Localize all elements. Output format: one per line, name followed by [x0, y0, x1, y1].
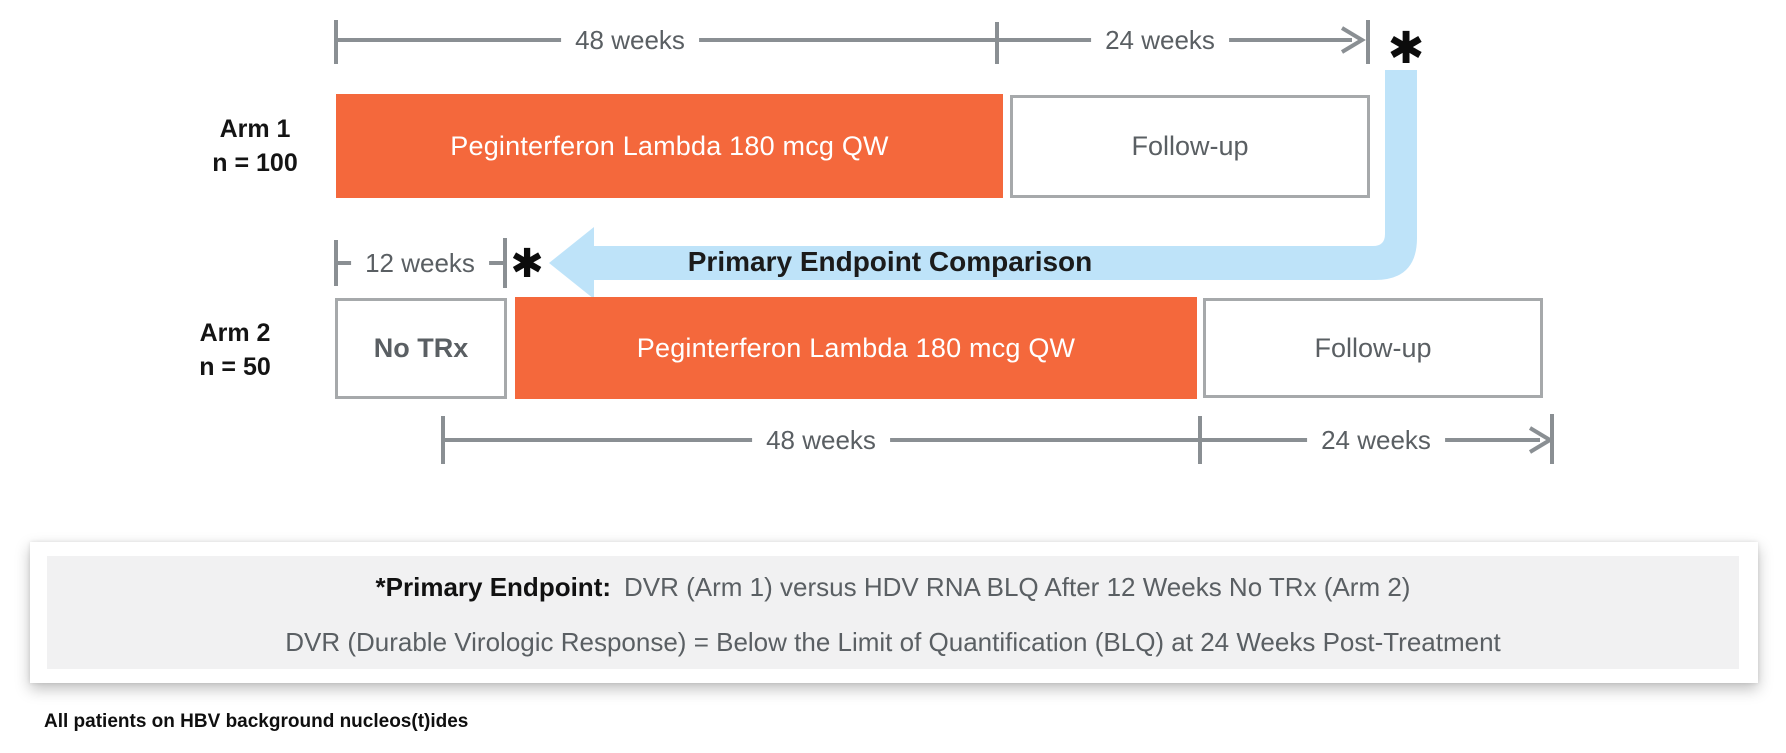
arm2-n: n = 50 [199, 353, 271, 381]
arm2-name: Arm 2 [199, 319, 271, 347]
arm1-name: Arm 1 [219, 115, 291, 143]
arm2-dim-arrowhead [1528, 426, 1554, 454]
endpoint-note-panel: *Primary Endpoint: DVR (Arm 1) versus HDV… [47, 556, 1739, 669]
arm2-followup-box: Follow-up [1203, 298, 1543, 398]
arm1-treatment-bar: Peginterferon Lambda 180 mcg QW [336, 94, 1003, 198]
arm1-followup-box: Follow-up [1010, 95, 1370, 198]
arm2-endpoint-asterisk: ✱ [510, 242, 544, 286]
endpoint-note-line2: DVR (Durable Virologic Response) = Below… [285, 627, 1501, 657]
arm1-treatment-duration-label: 48 weeks [561, 23, 699, 57]
arm2-leadin-duration-label: 12 weeks [351, 246, 489, 280]
arm1-n: n = 100 [212, 149, 298, 177]
arm1-dim-arrowhead [1340, 26, 1366, 54]
arm2-treatment-duration-label: 48 weeks [752, 423, 890, 457]
arm1-followup-label: Follow-up [1131, 131, 1249, 161]
arm2-label: Arm 2 n = 50 [150, 316, 320, 384]
arm1-label: Arm 1 n = 100 [170, 112, 340, 180]
comparison-arrow-shape [549, 70, 1417, 299]
endpoint-note-line1: *Primary Endpoint: DVR (Arm 1) versus HDV… [47, 569, 1739, 606]
endpoint-note-heading: *Primary Endpoint: [375, 572, 612, 602]
arm2-no-treatment-box: No TRx [335, 298, 507, 399]
arm2-treatment-bar: Peginterferon Lambda 180 mcg QW [515, 297, 1197, 399]
arm2-followup-duration-label: 24 weeks [1307, 423, 1445, 457]
arm2-followup-label: Follow-up [1314, 332, 1432, 363]
background-therapy-footnote: All patients on HBV background nucleos(t… [44, 711, 469, 732]
arm2-no-treatment-label: No TRx [373, 333, 469, 363]
arm1-treatment-label: Peginterferon Lambda 180 mcg QW [450, 130, 889, 161]
endpoint-note-line1-text: DVR (Arm 1) versus HDV RNA BLQ After 12 … [624, 572, 1411, 602]
arm2-treatment-label: Peginterferon Lambda 180 mcg QW [636, 332, 1076, 363]
arm1-endpoint-asterisk: ✱ [1387, 24, 1425, 73]
endpoint-note-box: *Primary Endpoint: DVR (Arm 1) versus HDV… [30, 542, 1758, 683]
primary-endpoint-comparison-label: Primary Endpoint Comparison [687, 246, 1093, 277]
arm1-followup-duration-label: 24 weeks [1091, 23, 1229, 57]
